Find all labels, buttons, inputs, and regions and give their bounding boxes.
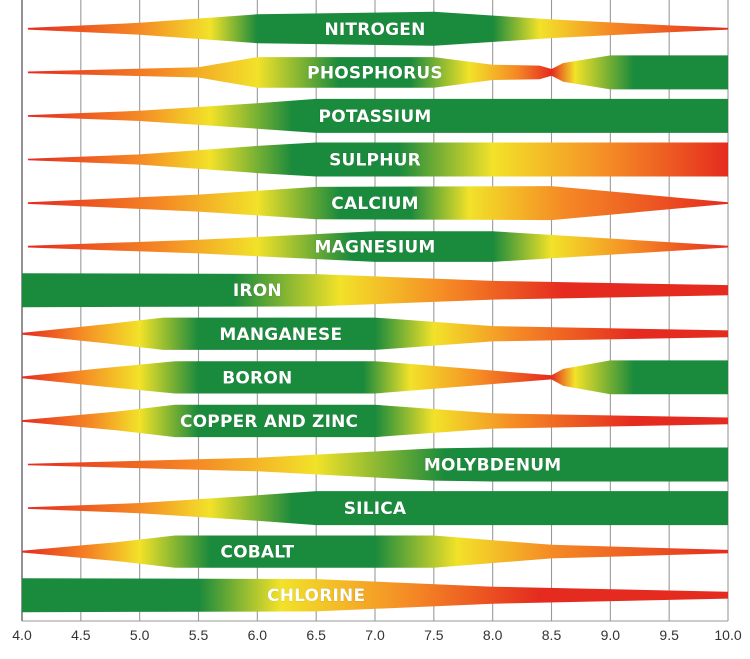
band-magnesium (27, 231, 728, 262)
band-label: PHOSPHORUS (307, 63, 443, 83)
band-sulphur (27, 142, 728, 177)
x-tick-label: 8.5 (542, 627, 562, 643)
x-tick-label: 4.5 (71, 627, 91, 643)
band-label: COPPER AND ZINC (180, 412, 358, 432)
x-tick-label: 8.0 (483, 627, 503, 643)
band-cobalt (22, 535, 728, 568)
grid (21, 0, 729, 622)
band-label: CALCIUM (331, 194, 418, 214)
band-potassium (27, 98, 728, 133)
band-nitrogen (27, 11, 728, 46)
x-tick-label: 5.0 (130, 627, 150, 643)
band-copper-and-zinc (22, 404, 728, 438)
band-label: MOLYBDENUM (424, 456, 562, 476)
band-label: POTASSIUM (319, 107, 432, 127)
band-label: MANGANESE (219, 325, 342, 345)
band-phosphorus (27, 55, 728, 90)
x-tick-label: 9.5 (659, 627, 679, 643)
band-manganese (22, 317, 728, 350)
band-label: COBALT (220, 543, 294, 563)
x-tick-label: 5.5 (189, 627, 209, 643)
band-label: NITROGEN (324, 20, 425, 40)
x-tick-label: 6.5 (306, 627, 326, 643)
band-label: MAGNESIUM (315, 238, 436, 258)
band-boron (22, 360, 728, 395)
band-calcium (27, 186, 728, 221)
band-label: BORON (222, 368, 292, 388)
band-molybdenum (27, 447, 728, 482)
band-label: IRON (233, 281, 282, 301)
x-tick-label: 7.5 (424, 627, 444, 643)
x-axis-ticks: 4.0 4.5 5.0 5.5 6.0 6.5 7.0 7.5 8.0 8.5 9.0 9.5 10.0 (12, 627, 742, 643)
x-tick-label: 7.0 (365, 627, 385, 643)
band-label: CHLORINE (267, 586, 365, 606)
band-chlorine (22, 578, 728, 613)
band-label: SILICA (344, 499, 407, 519)
band-silica (27, 491, 728, 526)
x-tick-label: 10.0 (714, 627, 741, 643)
band-labels: NITROGEN PHOSPHORUS POTASSIUM SULPHUR CALCIU… (180, 19, 562, 606)
x-tick-label: 6.0 (248, 627, 268, 643)
nutrient-bands (22, 11, 728, 613)
band-label: SULPHUR (329, 151, 421, 171)
x-tick-label: 9.0 (601, 627, 621, 643)
x-tick-label: 4.0 (12, 627, 32, 643)
band-iron (22, 273, 728, 308)
